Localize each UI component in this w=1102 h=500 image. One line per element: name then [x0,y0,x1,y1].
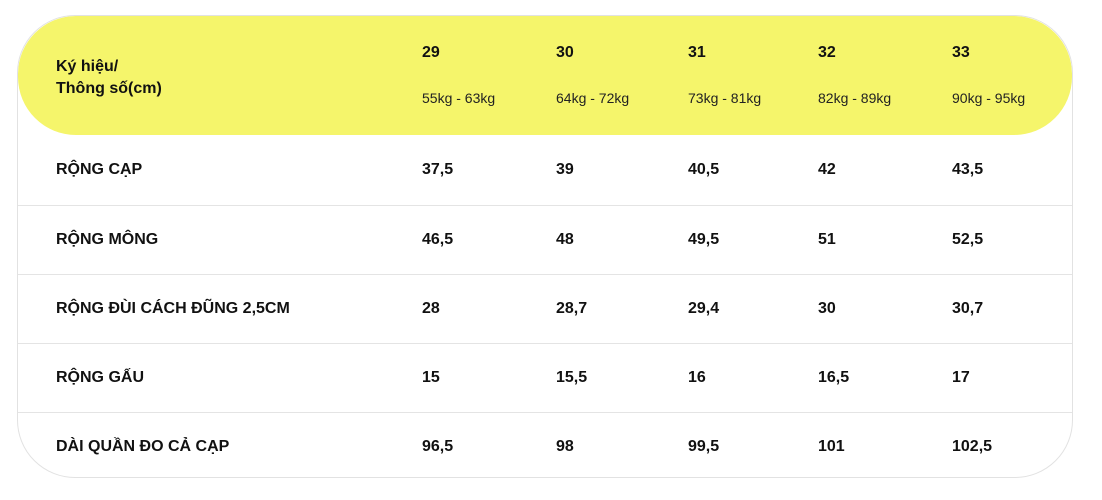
table-cell: 15,5 [556,369,588,386]
table-row-hem: RỘNG GẤU 15 15,5 16 16,5 17 [18,343,1072,412]
table-cell: 39 [556,161,574,178]
table-cell: 42 [818,161,836,178]
table-row-thigh: RỘNG ĐÙI CÁCH ĐŨNG 2,5CM 28 28,7 29,4 30… [18,274,1072,343]
table-cell: 49,5 [688,231,720,248]
table-cell: 102,5 [952,438,993,455]
table-cell: 16 [688,369,706,386]
table-row-length: DÀI QUẦN ĐO CẢ CẠP 96,5 98 99,5 101 102,… [18,412,1072,477]
table-cell: 28 [422,300,440,317]
row-label: RỘNG ĐÙI CÁCH ĐŨNG 2,5CM [56,300,290,317]
size-weight-range: 82kg - 89kg [818,90,892,106]
table-cell: 15 [422,369,440,386]
size-weight-range: 90kg - 95kg [952,90,1026,106]
table-cell: 48 [556,231,574,248]
table-cell: 96,5 [422,438,454,455]
table-cell: 29,4 [688,300,720,317]
table-cell: 30,7 [952,300,984,317]
header-label-line2: Thông số(cm) [56,80,162,97]
size-number: 29 [422,44,440,61]
size-number: 33 [952,44,970,61]
header-label: Ký hiệu/ Thông số(cm) [56,56,162,100]
size-weight-range: 73kg - 81kg [688,90,762,106]
size-chart-table: Ký hiệu/ Thông số(cm) 29 55kg - 63kg 30 … [17,15,1073,478]
row-label: RỘNG CẠP [56,161,143,178]
table-cell: 16,5 [818,369,850,386]
table-cell: 30 [818,300,836,317]
size-weight-range: 64kg - 72kg [556,90,630,106]
row-label: DÀI QUẦN ĐO CẢ CẠP [56,438,230,455]
row-label: RỘNG GẤU [56,369,144,386]
size-number: 31 [688,44,706,61]
size-number: 32 [818,44,836,61]
table-cell: 43,5 [952,161,984,178]
size-number: 30 [556,44,574,61]
row-label: RỘNG MÔNG [56,231,159,248]
table-cell: 52,5 [952,231,984,248]
header-label-line1: Ký hiệu/ [56,58,119,75]
table-cell: 51 [818,231,836,248]
table-cell: 28,7 [556,300,588,317]
size-weight-range: 55kg - 63kg [422,90,496,106]
table-cell: 17 [952,369,970,386]
table-row-hip: RỘNG MÔNG 46,5 48 49,5 51 52,5 [18,205,1072,274]
table-row-waist: RỘNG CẠP 37,5 39 40,5 42 43,5 [18,136,1072,205]
table-cell: 37,5 [422,161,454,178]
table-cell: 46,5 [422,231,454,248]
table-cell: 101 [818,438,845,455]
table-cell: 40,5 [688,161,720,178]
table-cell: 99,5 [688,438,720,455]
table-header-row: Ký hiệu/ Thông số(cm) 29 55kg - 63kg 30 … [18,16,1072,135]
table-cell: 98 [556,438,574,455]
